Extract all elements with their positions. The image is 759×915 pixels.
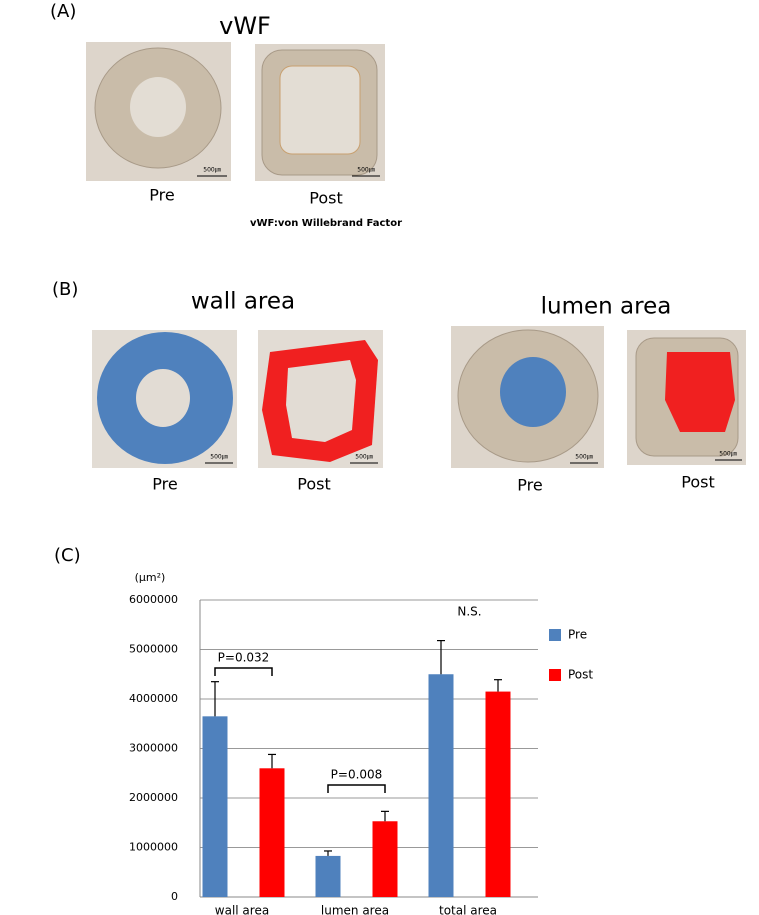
bracket (327, 784, 386, 793)
image-label: Pre (149, 186, 174, 205)
panel-title: wall area (191, 289, 295, 315)
bar (485, 691, 511, 897)
scale-label: 500㎛ (203, 167, 220, 175)
y-tick-label: 6000000 (129, 593, 178, 606)
bar (259, 768, 285, 897)
micrograph (92, 330, 237, 468)
legend-label: Pre (568, 628, 587, 642)
panel-label: (B) (52, 279, 78, 300)
chart: 0 1000000 2000000 3000000 4000000 5000000 6000… (129, 593, 593, 915)
y-tick-label: 3000000 (129, 742, 178, 755)
x-tick-label: total area (439, 904, 497, 915)
y-axis-label: (μm²) (135, 571, 166, 584)
legend-swatch (549, 629, 561, 641)
micrograph (627, 330, 746, 465)
footnote: vWF:von Willebrand Factor (250, 218, 402, 229)
micrograph (86, 42, 231, 181)
panel-title: lumen area (541, 294, 672, 320)
x-tick-label: wall area (215, 904, 269, 915)
micrograph (258, 330, 383, 468)
micrograph (255, 44, 385, 181)
legend-label: Post (568, 668, 593, 682)
y-tick-label: 2000000 (129, 791, 178, 804)
scale-label: 500㎛ (357, 167, 374, 175)
image-label: Pre (152, 475, 177, 494)
bar (372, 821, 398, 897)
y-tick-label: 4000000 (129, 692, 178, 705)
x-tick-label: lumen area (321, 904, 389, 915)
image-label: Post (297, 475, 330, 494)
scale-label: 500㎛ (575, 454, 592, 462)
bar (315, 855, 341, 897)
y-tick-label: 5000000 (129, 643, 178, 656)
image-label: Post (681, 473, 714, 492)
bracket (214, 667, 273, 676)
y-tick-label: 1000000 (129, 841, 178, 854)
image-label: Post (309, 189, 342, 208)
bar (428, 674, 454, 897)
panel-label: (A) (50, 1, 76, 22)
y-tick-label: 0 (171, 890, 178, 903)
scale-label: 500㎛ (355, 454, 372, 462)
annotation: P=0.008 (331, 768, 383, 782)
image-label: Pre (517, 476, 542, 495)
panel-title: vWF (219, 12, 271, 40)
bar (202, 716, 228, 897)
annotation: P=0.032 (218, 651, 270, 665)
panel-label: (C) (54, 545, 81, 566)
scale-label: 500㎛ (210, 454, 227, 462)
annotation: N.S. (457, 605, 481, 619)
scale-label: 500㎛ (719, 451, 736, 459)
micrograph (451, 326, 604, 468)
legend-swatch (549, 669, 561, 681)
